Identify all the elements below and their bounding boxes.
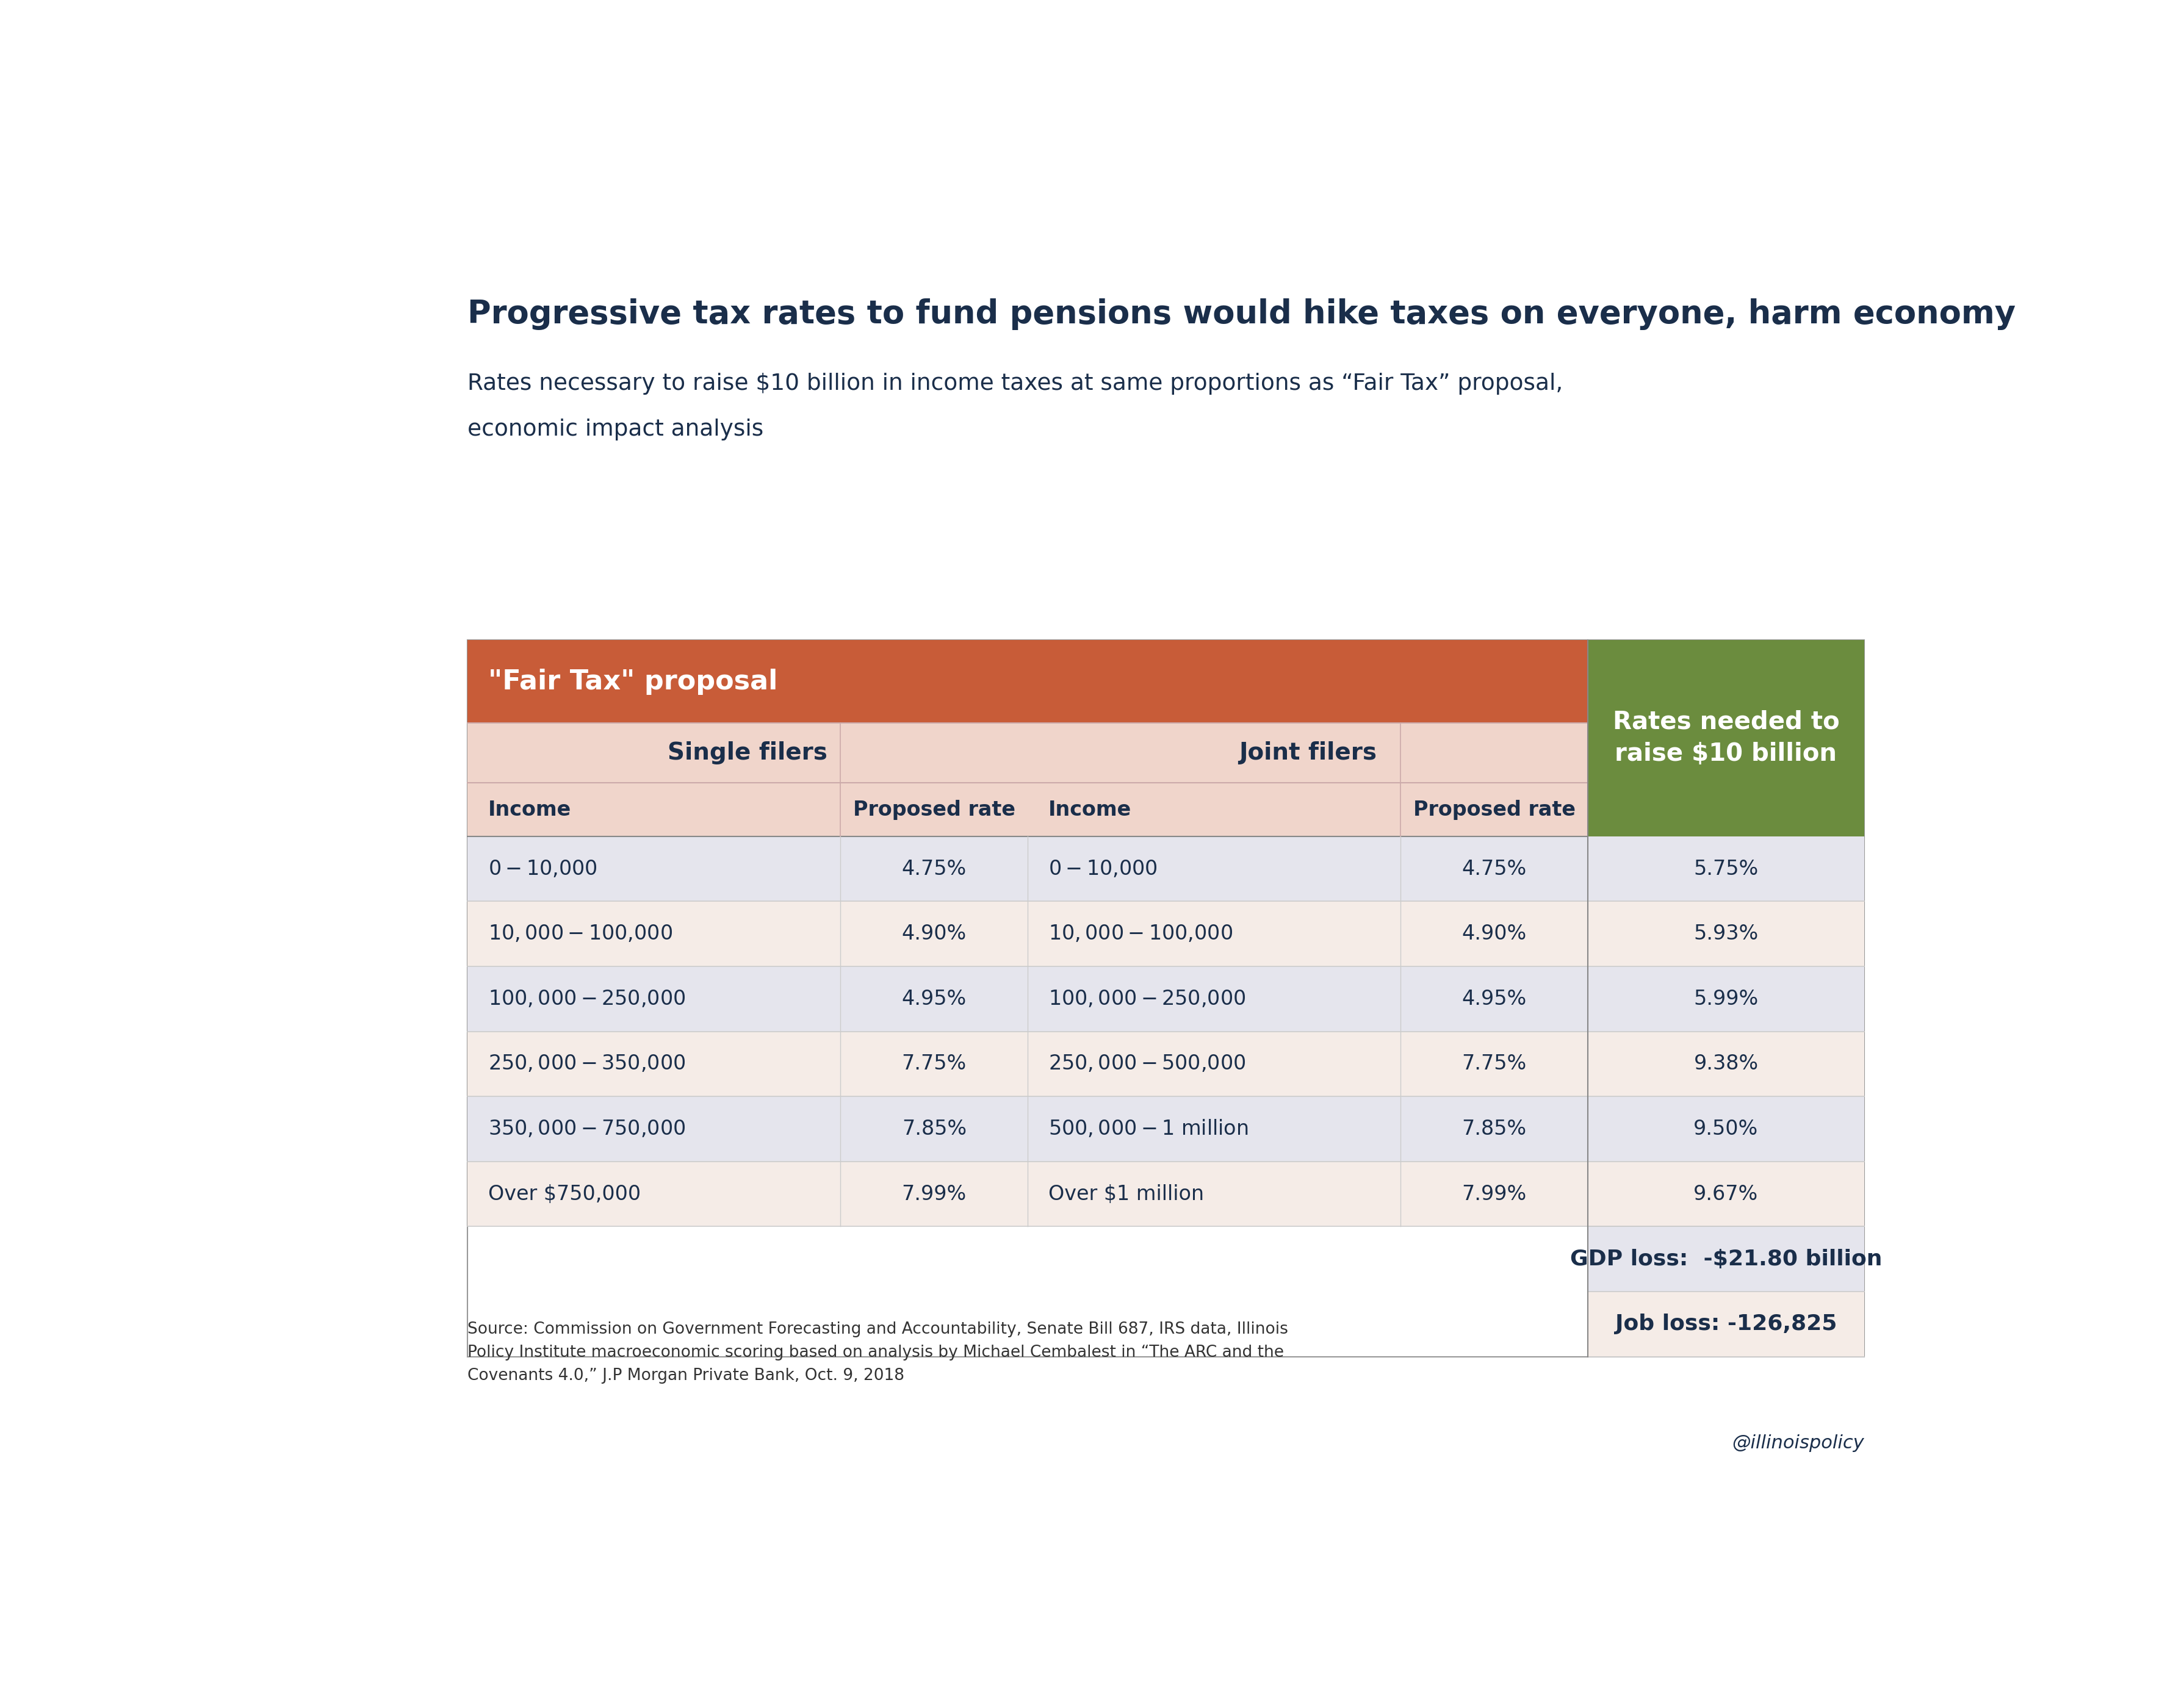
Text: $250,000-$500,000: $250,000-$500,000: [1048, 1053, 1245, 1073]
Bar: [1588, 640, 1863, 1226]
Bar: [467, 1161, 1588, 1226]
Text: $100,000-$250,000: $100,000-$250,000: [487, 989, 686, 1009]
Text: Job loss: -126,825: Job loss: -126,825: [1616, 1314, 1837, 1334]
Bar: [1588, 1226, 1863, 1292]
Text: $500,000-$1 million: $500,000-$1 million: [1048, 1119, 1247, 1139]
Text: Rates needed to
raise $10 billion: Rates needed to raise $10 billion: [1612, 709, 1839, 767]
Text: Income: Income: [1048, 799, 1131, 819]
Text: economic impact analysis: economic impact analysis: [467, 418, 764, 440]
Text: 7.85%: 7.85%: [902, 1119, 968, 1139]
Text: 9.38%: 9.38%: [1693, 1053, 1758, 1073]
Bar: [1029, 723, 1588, 782]
Text: 5.93%: 5.93%: [1693, 924, 1758, 945]
Text: $350,000-$750,000: $350,000-$750,000: [487, 1119, 686, 1139]
Text: $10,000-$100,000: $10,000-$100,000: [487, 924, 673, 945]
Text: 5.99%: 5.99%: [1693, 989, 1758, 1009]
Text: 4.75%: 4.75%: [902, 858, 968, 879]
Text: GDP loss:  -$21.80 billion: GDP loss: -$21.80 billion: [1570, 1249, 1883, 1270]
Text: @illinoispolicy: @illinoispolicy: [1732, 1434, 1863, 1453]
Text: Over $750,000: Over $750,000: [487, 1183, 640, 1204]
Bar: [467, 723, 1029, 782]
Text: 9.67%: 9.67%: [1693, 1183, 1758, 1204]
Text: $0-$10,000: $0-$10,000: [1048, 858, 1158, 879]
Bar: [1588, 836, 1863, 901]
Text: $250,000-$350,000: $250,000-$350,000: [487, 1053, 686, 1073]
Text: 9.50%: 9.50%: [1693, 1119, 1758, 1139]
Bar: [1588, 1031, 1863, 1097]
Text: $0-$10,000: $0-$10,000: [487, 858, 596, 879]
Text: Proposed rate: Proposed rate: [1413, 799, 1575, 819]
Text: Over $1 million: Over $1 million: [1048, 1183, 1203, 1204]
Text: Rates necessary to raise $10 billion in income taxes at same proportions as “Fai: Rates necessary to raise $10 billion in …: [467, 372, 1564, 394]
Text: Income: Income: [487, 799, 570, 819]
Bar: [467, 640, 1865, 1356]
Bar: [467, 640, 1588, 723]
Bar: [467, 967, 1588, 1031]
Text: 7.75%: 7.75%: [902, 1053, 968, 1073]
Text: Joint filers: Joint filers: [1238, 742, 1376, 765]
Text: 7.99%: 7.99%: [902, 1183, 968, 1204]
Bar: [1588, 1161, 1863, 1226]
Text: Proposed rate: Proposed rate: [854, 799, 1016, 819]
Bar: [467, 836, 1588, 901]
Text: Single filers: Single filers: [668, 742, 828, 765]
Bar: [1588, 1097, 1863, 1161]
Text: Source: Commission on Government Forecasting and Accountability, Senate Bill 687: Source: Commission on Government Forecas…: [467, 1322, 1289, 1383]
Text: "Fair Tax" proposal: "Fair Tax" proposal: [487, 669, 778, 694]
Text: 4.95%: 4.95%: [902, 989, 968, 1009]
Text: 5.75%: 5.75%: [1693, 858, 1758, 879]
Bar: [1588, 1292, 1863, 1356]
Text: 7.99%: 7.99%: [1461, 1183, 1527, 1204]
Text: 4.90%: 4.90%: [1461, 924, 1527, 945]
Text: $10,000-$100,000: $10,000-$100,000: [1048, 924, 1232, 945]
Text: 7.75%: 7.75%: [1461, 1053, 1527, 1073]
Bar: [467, 901, 1588, 967]
Text: 7.85%: 7.85%: [1461, 1119, 1527, 1139]
Bar: [467, 1031, 1588, 1097]
Text: 4.90%: 4.90%: [902, 924, 968, 945]
Bar: [1588, 967, 1863, 1031]
Text: 4.75%: 4.75%: [1461, 858, 1527, 879]
Text: Progressive tax rates to fund pensions would hike taxes on everyone, harm econom: Progressive tax rates to fund pensions w…: [467, 298, 2016, 330]
Text: 4.95%: 4.95%: [1461, 989, 1527, 1009]
Bar: [467, 1097, 1588, 1161]
Text: $100,000-$250,000: $100,000-$250,000: [1048, 989, 1245, 1009]
Bar: [467, 782, 1588, 836]
Bar: [1588, 901, 1863, 967]
